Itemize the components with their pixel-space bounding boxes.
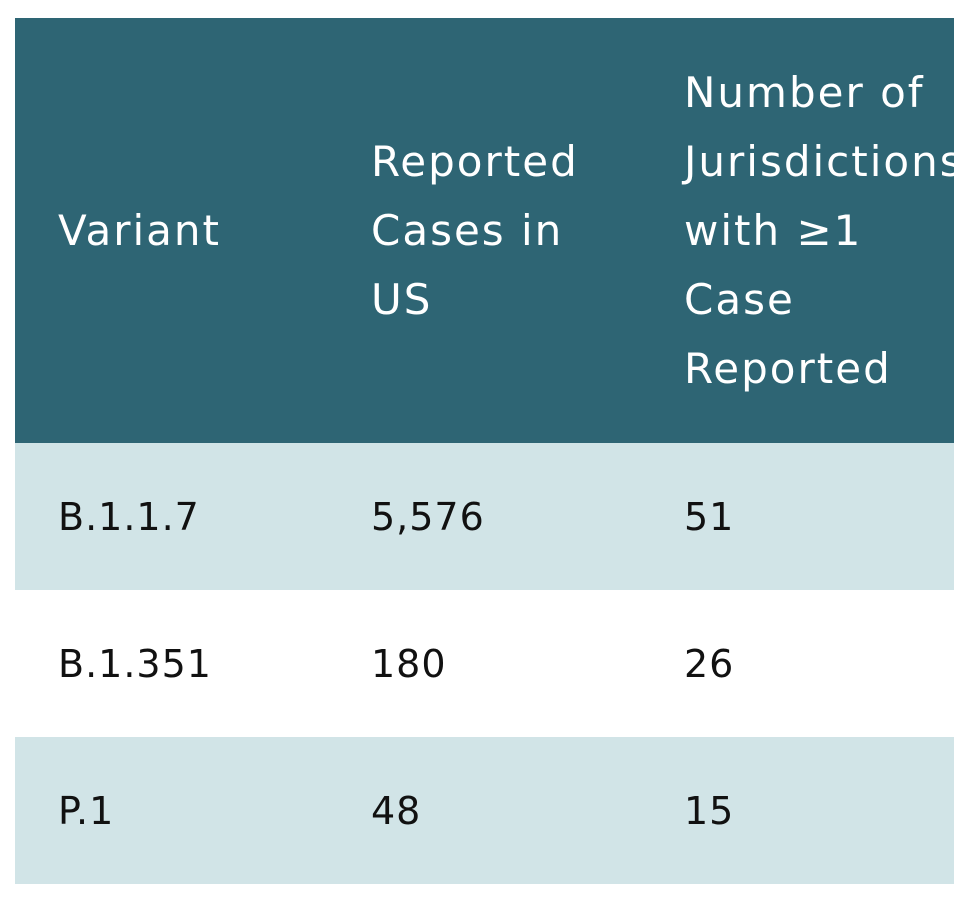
- cell-variant: P.1: [58, 788, 115, 833]
- header-reported-cases: Reported Cases in US: [328, 18, 641, 443]
- cell-jurisdictions: 15: [684, 788, 735, 833]
- cell-jurisdictions: 26: [684, 641, 735, 686]
- table-header: Variant Reported Cases in US Number of J…: [15, 18, 954, 443]
- cell-jurisdictions: 51: [684, 494, 735, 539]
- header-jurisdictions-label: Number of Jurisdictions with ≥1 Case Rep…: [684, 68, 954, 393]
- cell-variant: B.1.1.7: [58, 494, 200, 539]
- table-body: B.1.1.7 5,576 51 B.1.351 180 26 P.1 48 1…: [15, 443, 954, 884]
- header-jurisdictions: Number of Jurisdictions with ≥1 Case Rep…: [641, 18, 954, 443]
- cell-reported-cases: 180: [371, 641, 447, 686]
- header-variant: Variant: [15, 18, 328, 443]
- cell-reported-cases: 48: [371, 788, 422, 833]
- table-row: B.1.351 180 26: [15, 590, 954, 737]
- variant-cases-table: Variant Reported Cases in US Number of J…: [15, 18, 954, 884]
- header-row: Variant Reported Cases in US Number of J…: [15, 18, 954, 443]
- cell-variant: B.1.351: [58, 641, 212, 686]
- variant-cases-table-container: Variant Reported Cases in US Number of J…: [15, 18, 954, 884]
- header-reported-cases-label: Reported Cases in US: [371, 137, 579, 324]
- table-row: B.1.1.7 5,576 51: [15, 443, 954, 590]
- header-variant-label: Variant: [58, 206, 221, 255]
- table-row: P.1 48 15: [15, 737, 954, 884]
- cell-reported-cases: 5,576: [371, 494, 485, 539]
